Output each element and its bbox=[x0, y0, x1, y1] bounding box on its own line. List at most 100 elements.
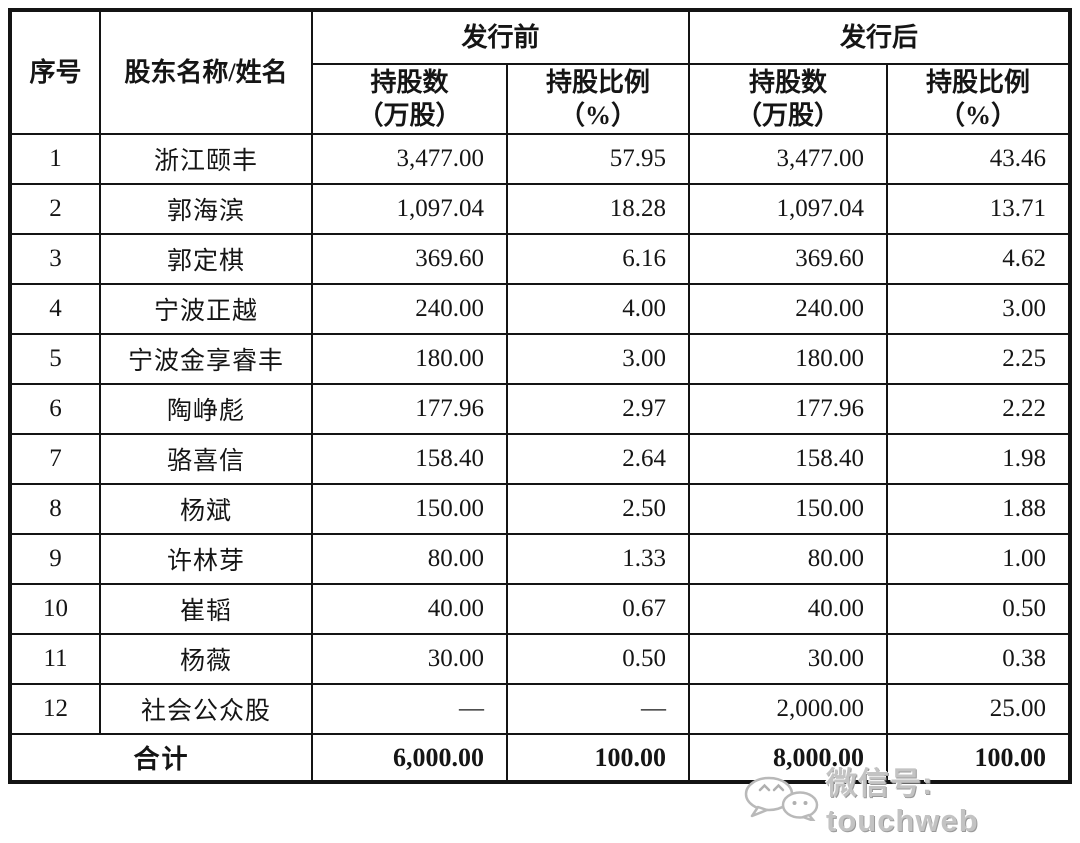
total-pre-shares: 6,000.00 bbox=[311, 733, 508, 783]
pre-shares: 158.40 bbox=[311, 433, 508, 485]
table-row: 5 宁波金享睿丰 180.00 3.00 180.00 2.25 bbox=[9, 333, 1072, 385]
table-row: 4 宁波正越 240.00 4.00 240.00 3.00 bbox=[9, 283, 1072, 335]
shareholder-name: 陶峥彪 bbox=[99, 383, 313, 435]
pre-shares: 150.00 bbox=[311, 483, 508, 535]
shareholder-name: 崔韬 bbox=[99, 583, 313, 635]
post-shares: 180.00 bbox=[688, 333, 889, 385]
pre-shares: 80.00 bbox=[311, 533, 508, 585]
shareholder-name: 宁波金享睿丰 bbox=[99, 333, 313, 385]
post-shares: 177.96 bbox=[688, 383, 889, 435]
header-post-shares-line1: 持股数 bbox=[749, 67, 828, 97]
pre-ratio: 2.50 bbox=[505, 483, 691, 535]
header-pre-ratio-line2: （%） bbox=[559, 101, 638, 130]
pre-ratio: 0.67 bbox=[505, 583, 691, 635]
post-ratio: 3.00 bbox=[886, 283, 1072, 335]
post-shares: 3,477.00 bbox=[688, 133, 889, 185]
pre-ratio: — bbox=[505, 683, 691, 735]
shareholding-table: 序号 股东名称/姓名 发行前 发行后 持股数 （万股） 持股比例 （%） 持股数… bbox=[8, 8, 1073, 784]
post-ratio: 2.25 bbox=[886, 333, 1072, 385]
post-shares: 2,000.00 bbox=[688, 683, 889, 735]
header-pre-shares: 持股数 （万股） bbox=[311, 63, 508, 135]
pre-ratio: 4.00 bbox=[505, 283, 691, 335]
header-post-ratio-line1: 持股比例 bbox=[926, 67, 1031, 97]
post-ratio: 1.00 bbox=[886, 533, 1072, 585]
post-shares: 150.00 bbox=[688, 483, 889, 535]
shareholder-name: 骆喜信 bbox=[99, 433, 313, 485]
header-seq: 序号 bbox=[9, 9, 101, 135]
row-index: 5 bbox=[9, 333, 101, 385]
post-shares: 158.40 bbox=[688, 433, 889, 485]
pre-shares: 40.00 bbox=[311, 583, 508, 635]
table-row: 3 郭定棋 369.60 6.16 369.60 4.62 bbox=[9, 233, 1072, 285]
post-ratio: 2.22 bbox=[886, 383, 1072, 435]
shareholder-name: 郭海滨 bbox=[99, 183, 313, 235]
pre-ratio: 6.16 bbox=[505, 233, 691, 285]
table-header: 序号 股东名称/姓名 发行前 发行后 持股数 （万股） 持股比例 （%） 持股数… bbox=[9, 9, 1072, 135]
row-index: 11 bbox=[9, 633, 101, 685]
total-post-shares: 8,000.00 bbox=[688, 733, 889, 783]
post-ratio: 43.46 bbox=[886, 133, 1072, 185]
header-group-after-issue: 发行后 bbox=[688, 9, 1072, 65]
pre-ratio: 2.64 bbox=[505, 433, 691, 485]
shareholder-name: 杨薇 bbox=[99, 633, 313, 685]
row-index: 10 bbox=[9, 583, 101, 635]
pre-ratio: 2.97 bbox=[505, 383, 691, 435]
header-pre-shares-line2: （万股） bbox=[357, 101, 462, 130]
total-row: 合计 6,000.00 100.00 8,000.00 100.00 bbox=[9, 733, 1072, 783]
pre-ratio: 3.00 bbox=[505, 333, 691, 385]
post-ratio: 4.62 bbox=[886, 233, 1072, 285]
table-row: 6 陶峥彪 177.96 2.97 177.96 2.22 bbox=[9, 383, 1072, 435]
table-row: 9 许林芽 80.00 1.33 80.00 1.00 bbox=[9, 533, 1072, 585]
header-pre-shares-line1: 持股数 bbox=[370, 67, 449, 97]
pre-shares: 1,097.04 bbox=[311, 183, 508, 235]
shareholder-name: 社会公众股 bbox=[99, 683, 313, 735]
post-ratio: 1.98 bbox=[886, 433, 1072, 485]
table-row: 7 骆喜信 158.40 2.64 158.40 1.98 bbox=[9, 433, 1072, 485]
total-post-ratio: 100.00 bbox=[886, 733, 1072, 783]
pre-shares: 30.00 bbox=[311, 633, 508, 685]
shareholder-name: 宁波正越 bbox=[99, 283, 313, 335]
shareholder-name: 郭定棋 bbox=[99, 233, 313, 285]
header-post-ratio-line2: （%） bbox=[939, 101, 1018, 130]
shareholder-name: 许林芽 bbox=[99, 533, 313, 585]
pre-ratio: 0.50 bbox=[505, 633, 691, 685]
table-row: 10 崔韬 40.00 0.67 40.00 0.50 bbox=[9, 583, 1072, 635]
post-shares: 1,097.04 bbox=[688, 183, 889, 235]
pre-shares: 240.00 bbox=[311, 283, 508, 335]
header-post-shares: 持股数 （万股） bbox=[688, 63, 889, 135]
shareholder-name: 浙江颐丰 bbox=[99, 133, 313, 185]
total-pre-ratio: 100.00 bbox=[505, 733, 691, 783]
shareholder-name: 杨斌 bbox=[99, 483, 313, 535]
post-ratio: 0.38 bbox=[886, 633, 1072, 685]
header-post-ratio: 持股比例 （%） bbox=[886, 63, 1072, 135]
pre-shares: — bbox=[311, 683, 508, 735]
row-index: 7 bbox=[9, 433, 101, 485]
pre-shares: 369.60 bbox=[311, 233, 508, 285]
pre-ratio: 1.33 bbox=[505, 533, 691, 585]
pre-shares: 177.96 bbox=[311, 383, 508, 435]
row-index: 2 bbox=[9, 183, 101, 235]
pre-shares: 180.00 bbox=[311, 333, 508, 385]
pre-ratio: 57.95 bbox=[505, 133, 691, 185]
table-row: 1 浙江颐丰 3,477.00 57.95 3,477.00 43.46 bbox=[9, 133, 1072, 185]
row-index: 3 bbox=[9, 233, 101, 285]
post-shares: 40.00 bbox=[688, 583, 889, 635]
table-row: 8 杨斌 150.00 2.50 150.00 1.88 bbox=[9, 483, 1072, 535]
post-ratio: 0.50 bbox=[886, 583, 1072, 635]
post-ratio: 1.88 bbox=[886, 483, 1072, 535]
post-ratio: 25.00 bbox=[886, 683, 1072, 735]
post-shares: 80.00 bbox=[688, 533, 889, 585]
table-row: 11 杨薇 30.00 0.50 30.00 0.38 bbox=[9, 633, 1072, 685]
header-post-shares-line2: （万股） bbox=[736, 101, 841, 130]
row-index: 1 bbox=[9, 133, 101, 185]
post-shares: 240.00 bbox=[688, 283, 889, 335]
table-row: 12 社会公众股 — — 2,000.00 25.00 bbox=[9, 683, 1072, 735]
pre-ratio: 18.28 bbox=[505, 183, 691, 235]
post-shares: 369.60 bbox=[688, 233, 889, 285]
total-label: 合计 bbox=[9, 733, 313, 783]
header-pre-ratio: 持股比例 （%） bbox=[505, 63, 691, 135]
post-ratio: 13.71 bbox=[886, 183, 1072, 235]
header-shareholder-name: 股东名称/姓名 bbox=[99, 9, 313, 135]
header-pre-ratio-line1: 持股比例 bbox=[546, 67, 651, 97]
table-row: 2 郭海滨 1,097.04 18.28 1,097.04 13.71 bbox=[9, 183, 1072, 235]
